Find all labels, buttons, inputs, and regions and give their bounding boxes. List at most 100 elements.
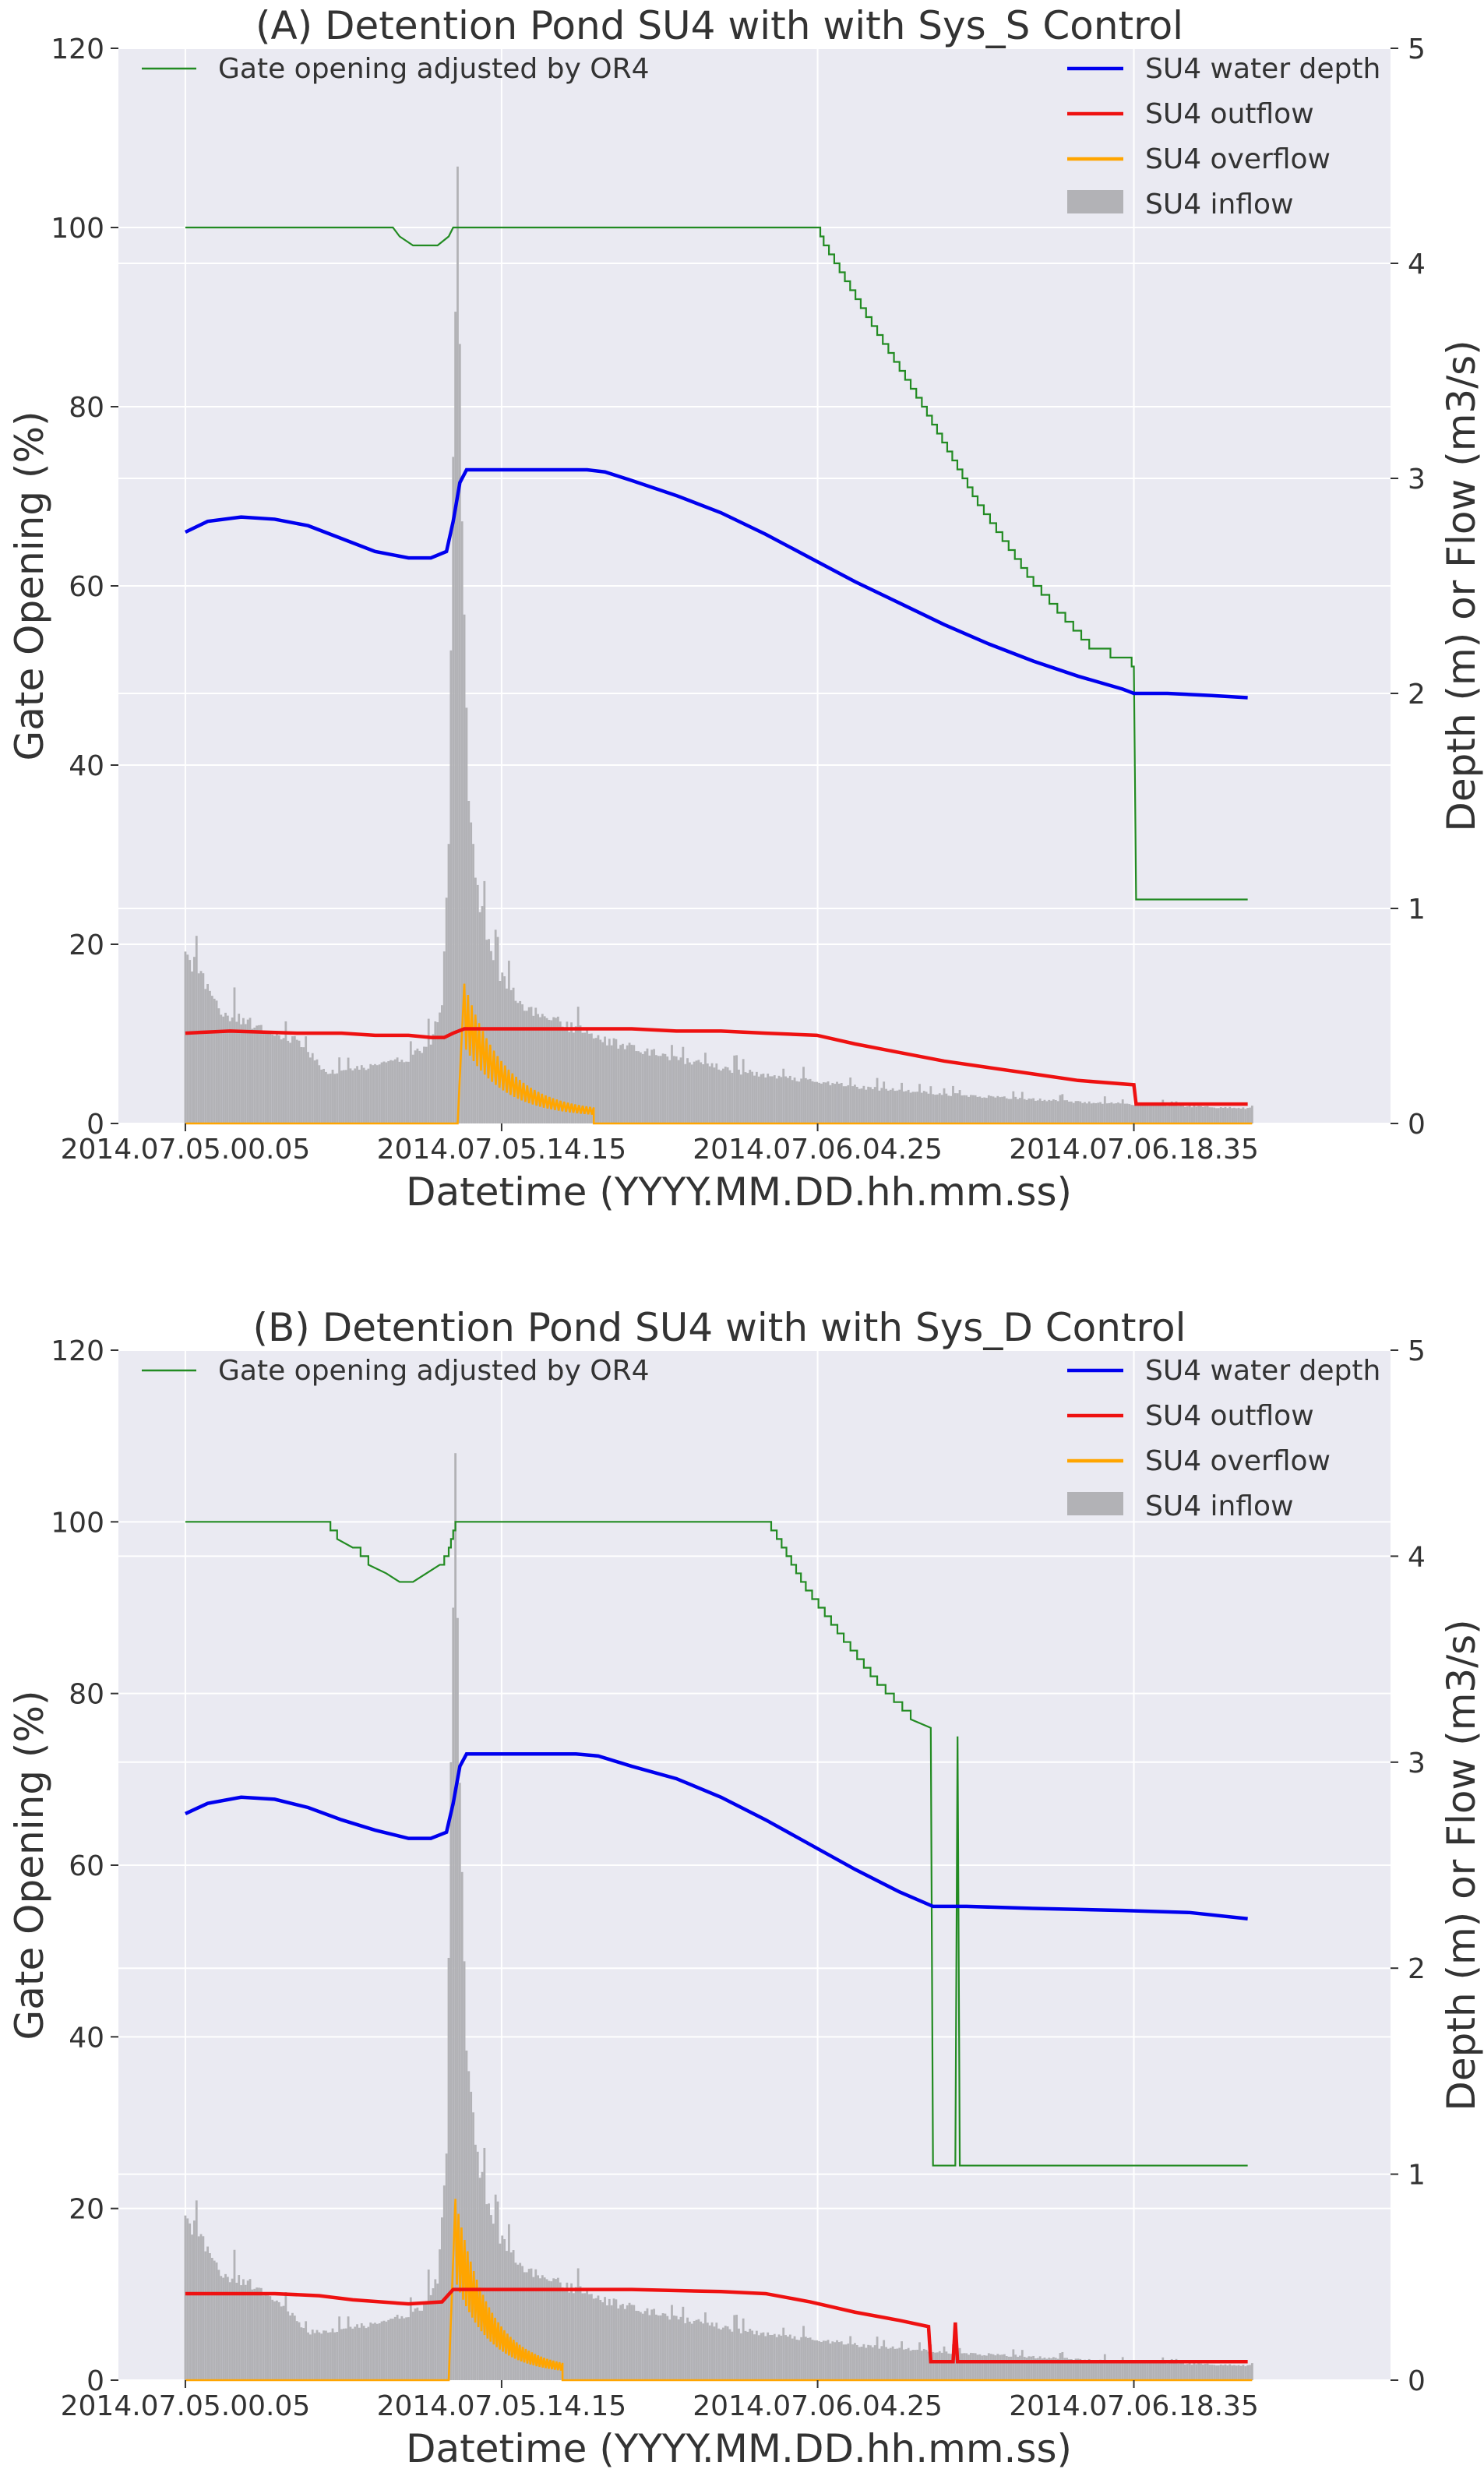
inflow-bar xyxy=(590,1033,593,1123)
inflow-bar xyxy=(1157,1104,1160,1123)
inflow-bar xyxy=(969,2352,972,2380)
inflow-bar xyxy=(1115,1103,1118,1123)
inflow-bar xyxy=(1218,1108,1220,1123)
inflow-bar xyxy=(876,2337,879,2380)
inflow-bar xyxy=(1233,2365,1235,2380)
inflow-bar xyxy=(827,2340,830,2380)
inflow-bar xyxy=(454,1453,457,2380)
inflow-bar xyxy=(925,2350,928,2380)
inflow-bar xyxy=(1170,1101,1173,1123)
inflow-bar xyxy=(532,2277,535,2380)
inflow-bar xyxy=(1215,1108,1218,1123)
inflow-bar xyxy=(697,1060,700,1123)
inflow-bar xyxy=(559,2282,562,2380)
inflow-bar xyxy=(1028,1098,1031,1123)
inflow-bar xyxy=(228,2282,231,2380)
inflow-bar xyxy=(956,1093,959,1123)
inflow-bar xyxy=(978,1096,982,1123)
inflow-bar xyxy=(298,1040,301,1123)
panel-b: 0 20 40 60 80 100 120 0 1 2 3 4 5 2014.07.05.00.05 201… xyxy=(7,1305,1484,2471)
inflow-bar xyxy=(1036,1100,1039,1123)
inflow-bar xyxy=(305,1036,308,1123)
inflow-bar xyxy=(514,2263,517,2380)
inflow-bar xyxy=(349,1068,352,1123)
overflow-line xyxy=(185,983,1253,1125)
inflow-bar xyxy=(622,2304,624,2380)
inflow-bar xyxy=(871,2347,874,2380)
inflow-bar xyxy=(375,2323,379,2380)
legend-right-b: SU4 water depth SU4 outflow SU4 overflow SU… xyxy=(1067,1355,1380,1522)
inflow-bar xyxy=(315,2330,319,2380)
inflow-bar xyxy=(425,2301,428,2380)
inflow-bar xyxy=(851,1086,854,1123)
inflow-bar xyxy=(492,960,495,1123)
inflow-bar xyxy=(836,2340,838,2380)
inflow-bar xyxy=(1117,1102,1119,1123)
inflow-bar xyxy=(958,2347,961,2380)
inflow-bar xyxy=(1094,1103,1098,1123)
inflow-bar xyxy=(918,1084,921,1123)
inflow-bar xyxy=(1166,2363,1169,2380)
inflow-bar xyxy=(325,2330,327,2380)
inflow-bar xyxy=(344,2328,347,2380)
inflow-bar xyxy=(1242,1107,1245,1123)
inflow-bar xyxy=(612,1038,615,1123)
inflow-bar xyxy=(474,2144,477,2380)
inflow-bar xyxy=(690,2323,693,2380)
legend-left-b: Gate opening adjusted by OR4 xyxy=(142,1355,650,1387)
inflow-bar xyxy=(1068,1101,1070,1123)
inflow-bar xyxy=(1056,2358,1059,2380)
inflow-bar xyxy=(333,1074,337,1123)
inflow-bar xyxy=(206,983,209,1123)
inflow-bar xyxy=(717,2328,721,2380)
inflow-bar xyxy=(643,1051,647,1123)
inflow-bar xyxy=(561,1026,564,1123)
outflow-line xyxy=(185,1027,1248,1106)
inflow-bar xyxy=(802,2326,805,2380)
inflow-bar xyxy=(858,1088,861,1123)
inflow-bar xyxy=(686,2317,689,2380)
inflow-bar xyxy=(1228,2364,1232,2380)
inflow-bar xyxy=(1087,1101,1091,1123)
inflow-bar xyxy=(950,1095,953,1123)
inflow-bar xyxy=(731,2331,734,2380)
inflow-bar xyxy=(576,2268,580,2380)
inflow-bar xyxy=(952,1085,954,1123)
series-a xyxy=(184,166,1253,1125)
inflow-bar xyxy=(749,1070,752,1123)
inflow-bar xyxy=(987,1095,990,1123)
inflow-bar xyxy=(561,2287,564,2380)
inflow-bar xyxy=(199,2234,203,2380)
tick-label-left: 60 xyxy=(69,571,104,603)
inflow-bar xyxy=(916,1092,919,1123)
inflow-bar xyxy=(527,1007,531,1123)
inflow-bar xyxy=(325,1071,327,1123)
legend-right-a: SU4 water depth SU4 outflow SU4 overflow SU… xyxy=(1067,53,1380,220)
inflow-bar xyxy=(485,2204,488,2380)
inflow-bar xyxy=(648,1055,651,1123)
tick-label-x: 2014.07.06.18.35 xyxy=(1009,2390,1259,2422)
inflow-bar xyxy=(594,1038,597,1123)
inflow-bar xyxy=(568,1032,571,1123)
inflow-bar xyxy=(282,2305,285,2380)
inflow-bar xyxy=(1218,2365,1220,2380)
inflow-bar xyxy=(851,2344,854,2380)
inflow-bar xyxy=(1190,2365,1193,2380)
inflow-bar xyxy=(1043,2358,1046,2380)
inflow-bar xyxy=(488,939,490,1123)
inflow-bar xyxy=(1072,1102,1075,1123)
inflow-bar xyxy=(439,1012,441,1123)
inflow-bar xyxy=(855,1086,858,1123)
inflow-bar xyxy=(1244,2366,1247,2380)
inflow-bar xyxy=(1246,1108,1250,1123)
legend-label-gate: Gate opening adjusted by OR4 xyxy=(218,53,650,85)
inflow-bar xyxy=(675,2315,678,2380)
inflow-bar xyxy=(976,2354,979,2380)
inflow-bar xyxy=(956,2351,959,2380)
inflow-bar xyxy=(369,1063,372,1123)
inflow-bar xyxy=(362,1067,365,1123)
inflow-bar xyxy=(744,2330,747,2380)
inflow-bar xyxy=(338,1057,341,1123)
inflow-bar xyxy=(996,2354,999,2380)
inflow-bar xyxy=(903,1091,905,1123)
